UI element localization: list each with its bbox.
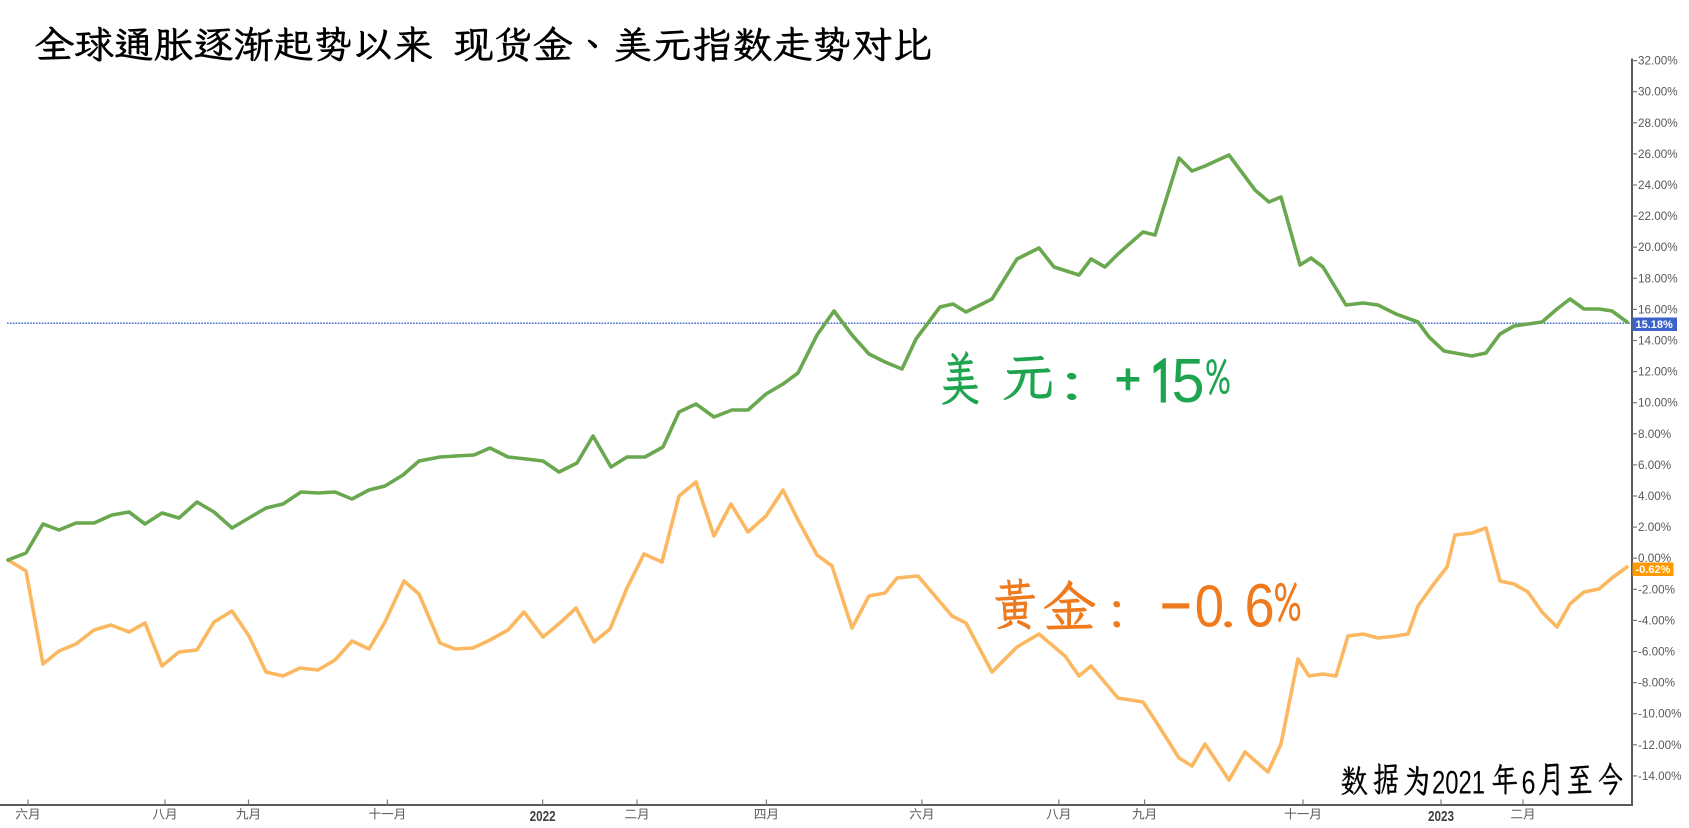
svg-text:2023: 2023 bbox=[1428, 809, 1454, 825]
svg-text:0: 0 bbox=[1195, 572, 1224, 639]
svg-text:22.00%: 22.00% bbox=[1638, 210, 1678, 223]
svg-text:2.00%: 2.00% bbox=[1638, 521, 1671, 534]
svg-text:6.00%: 6.00% bbox=[1638, 459, 1671, 472]
svg-text:15.18%: 15.18% bbox=[1636, 319, 1674, 331]
svg-text:-2.00%: -2.00% bbox=[1638, 583, 1675, 596]
svg-text:18.00%: 18.00% bbox=[1638, 272, 1678, 285]
svg-text:-6.00%: -6.00% bbox=[1638, 646, 1675, 659]
svg-text:6: 6 bbox=[1522, 764, 1536, 800]
svg-text:-10.00%: -10.00% bbox=[1638, 708, 1682, 721]
svg-text:32.00%: 32.00% bbox=[1638, 55, 1678, 68]
svg-text:12.00%: 12.00% bbox=[1638, 366, 1678, 379]
svg-text:8.00%: 8.00% bbox=[1638, 428, 1671, 441]
svg-text:0.00%: 0.00% bbox=[1638, 552, 1671, 565]
svg-text:4.00%: 4.00% bbox=[1638, 490, 1671, 503]
svg-text:-14.00%: -14.00% bbox=[1638, 770, 1682, 783]
svg-text:16.00%: 16.00% bbox=[1638, 303, 1678, 316]
svg-text:26.00%: 26.00% bbox=[1638, 148, 1678, 161]
svg-text:2021: 2021 bbox=[1432, 764, 1485, 800]
svg-text:24.00%: 24.00% bbox=[1638, 179, 1678, 192]
svg-text:5: 5 bbox=[1172, 347, 1205, 416]
svg-text:30.00%: 30.00% bbox=[1638, 86, 1678, 99]
svg-text:-4.00%: -4.00% bbox=[1638, 614, 1675, 627]
svg-text:-12.00%: -12.00% bbox=[1638, 739, 1682, 752]
svg-text:2022: 2022 bbox=[530, 809, 556, 825]
svg-text:-0.62%: -0.62% bbox=[1636, 564, 1671, 576]
svg-text:-8.00%: -8.00% bbox=[1638, 677, 1675, 690]
svg-text:6: 6 bbox=[1245, 572, 1275, 640]
svg-text:28.00%: 28.00% bbox=[1638, 117, 1678, 130]
svg-text:10.00%: 10.00% bbox=[1638, 397, 1678, 410]
svg-text:20.00%: 20.00% bbox=[1638, 241, 1678, 254]
svg-text:14.00%: 14.00% bbox=[1638, 335, 1678, 348]
